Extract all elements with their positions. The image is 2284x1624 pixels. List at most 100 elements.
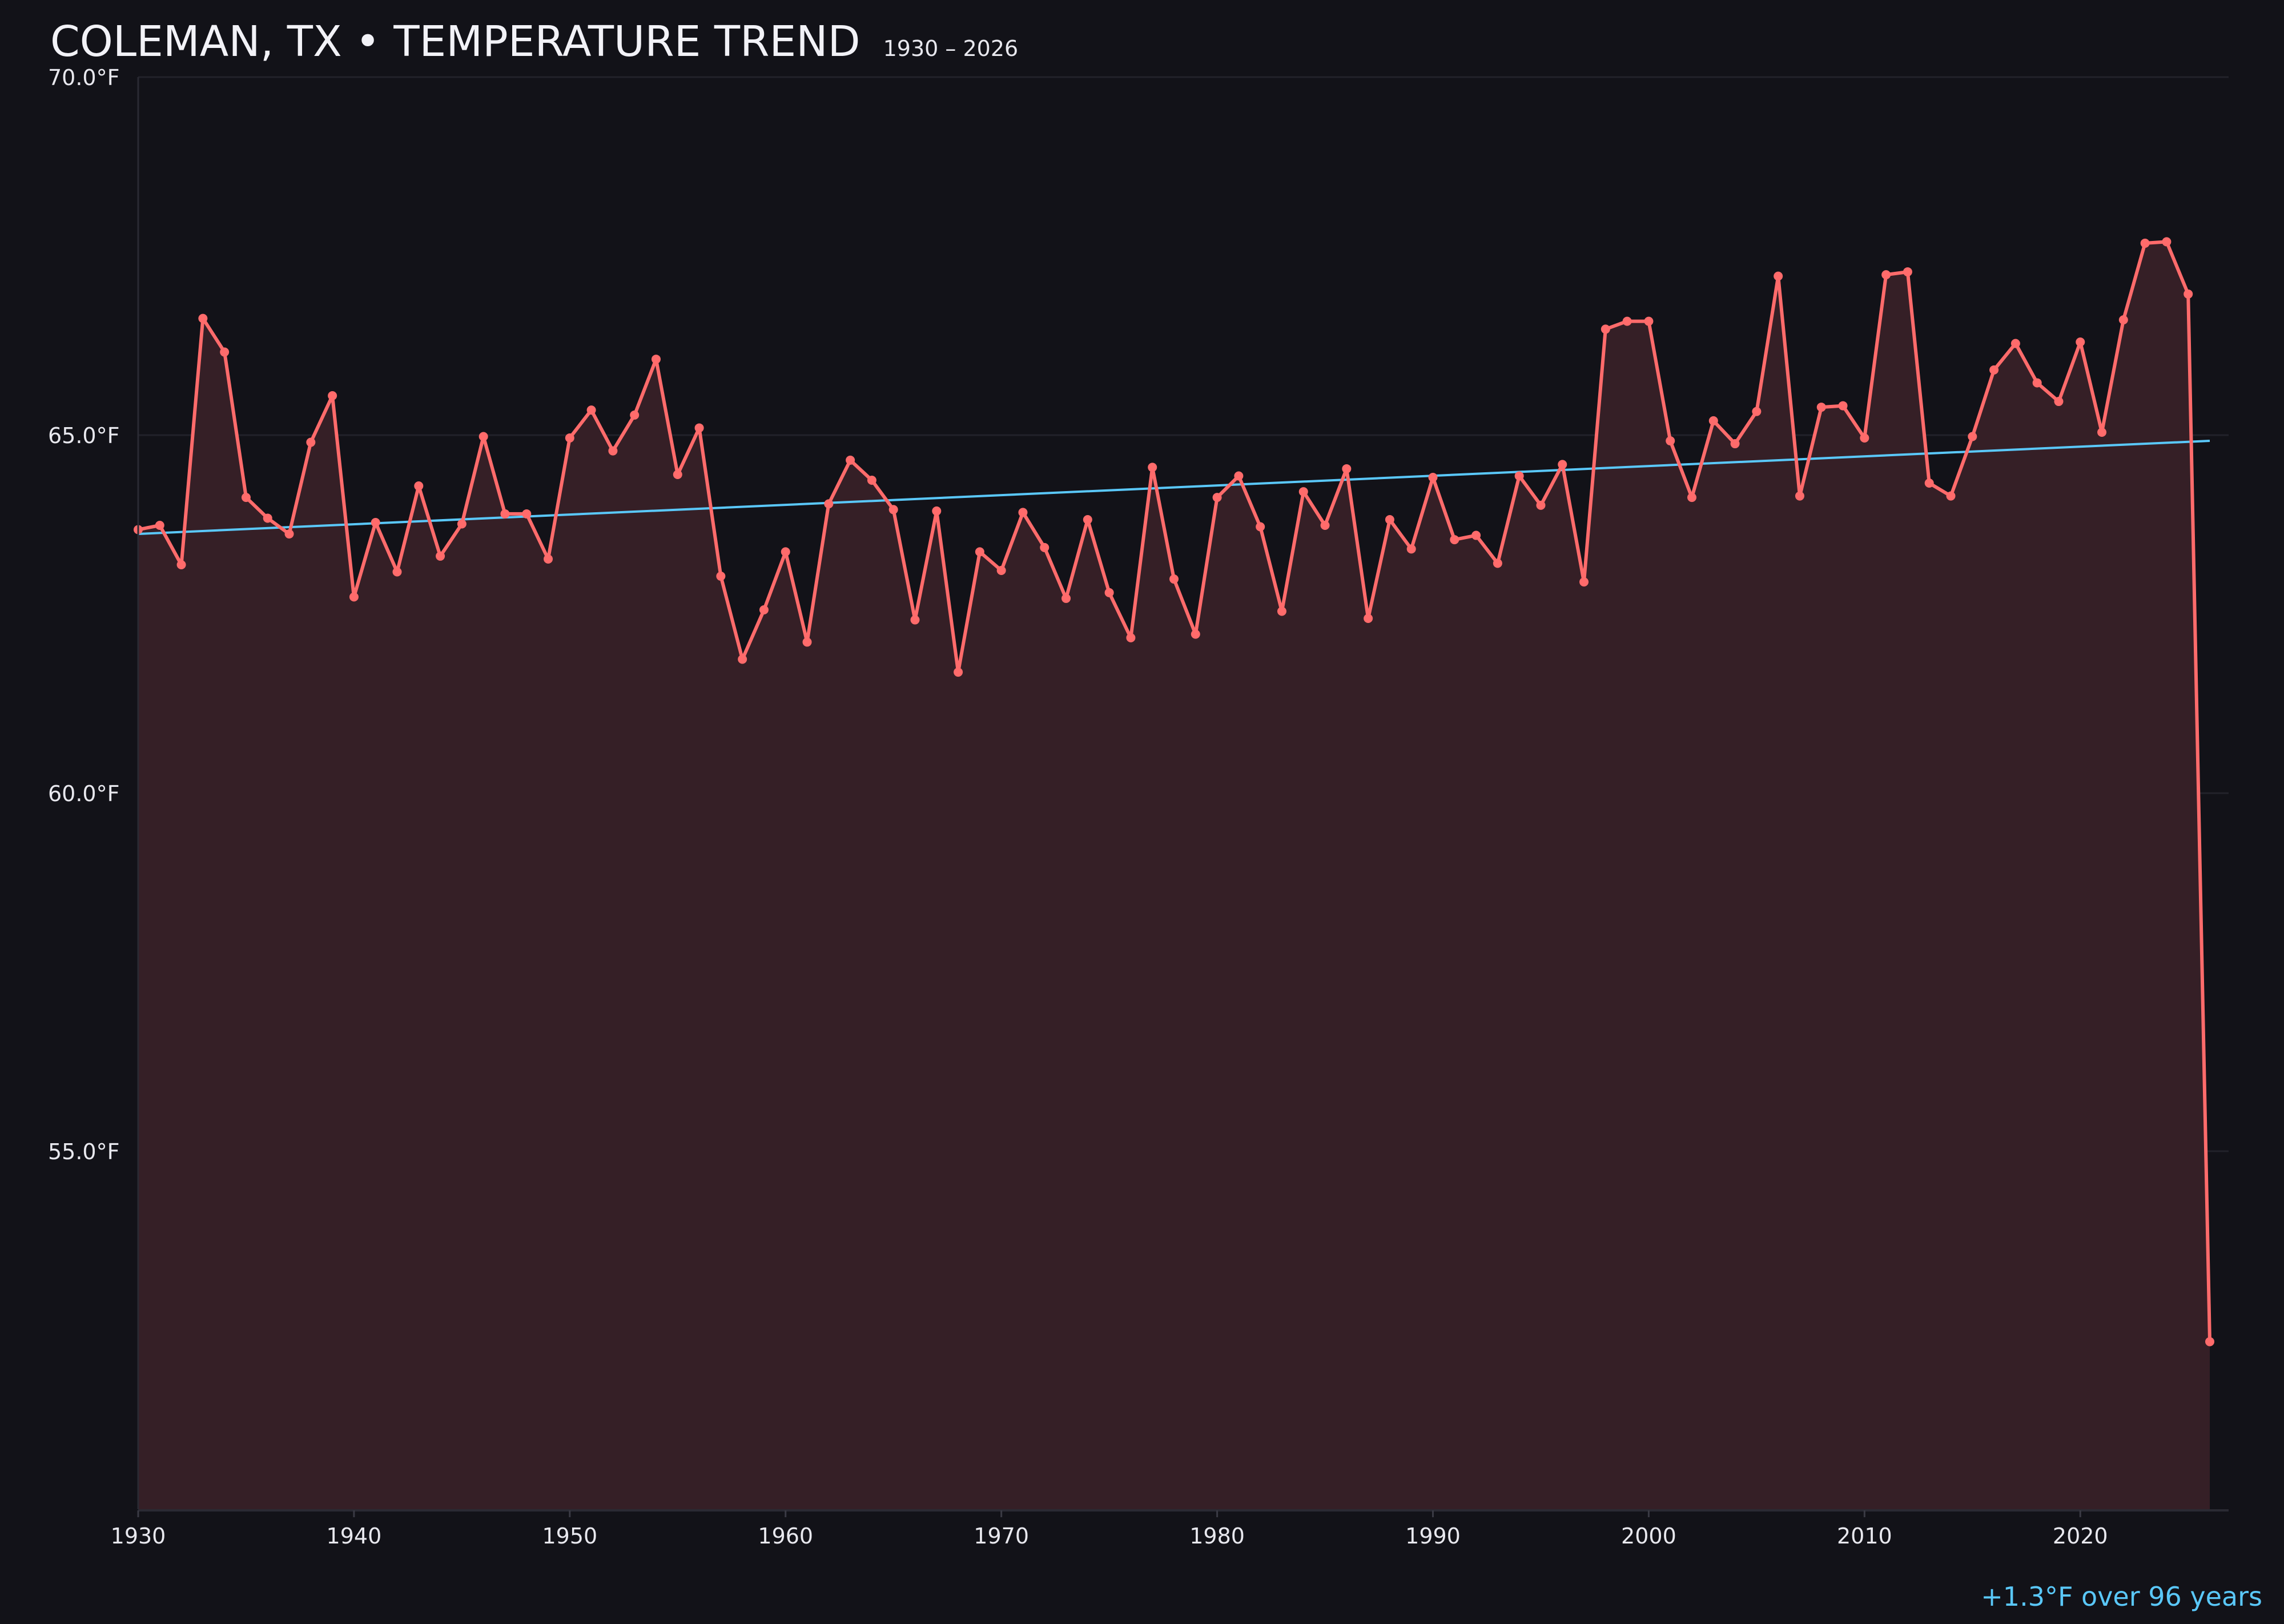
data-point [1924,479,1934,488]
data-point [328,391,337,401]
data-point [1816,403,1826,412]
data-point [1256,522,1265,532]
data-point [1364,614,1373,624]
data-point [1471,530,1481,540]
data-point [932,506,942,516]
data-point [1104,588,1114,597]
data-point [284,529,294,539]
data-point [1622,316,1632,326]
data-point [1708,416,1718,425]
data-point [349,592,359,602]
x-tick-label: 2000 [1621,1523,1676,1549]
data-point [1989,365,1999,375]
data-point [1040,542,1049,552]
data-point [2118,315,2128,325]
data-point [522,509,532,518]
data-point [1946,491,1956,501]
data-point [1277,606,1286,616]
data-point [910,615,920,625]
data-point [155,521,164,530]
data-point [241,493,251,503]
data-point [1191,629,1200,639]
data-point [544,554,553,564]
data-point [1212,493,1222,503]
data-point [1558,460,1567,469]
data-point [1385,514,1394,524]
data-point [565,433,574,443]
data-point [1644,316,1654,326]
data-point [457,519,467,529]
x-tick-label: 1970 [974,1523,1029,1549]
trend-annotation: +1.3°F over 96 years [1981,1581,2262,1612]
data-point [781,547,790,557]
data-point [759,605,769,614]
chart-subtitle: 1930 – 2026 [883,36,1019,61]
y-tick-label: 65.0°F [48,423,119,448]
data-point [954,668,963,677]
data-point [1881,270,1891,280]
data-point [2010,339,2020,348]
data-point [1774,271,1783,281]
data-point [1493,558,1502,568]
data-point [1903,267,1912,277]
data-point [2032,378,2042,388]
data-point [392,567,402,577]
x-tick-label: 2020 [2053,1523,2108,1549]
y-tick-label: 70.0°F [48,65,119,90]
data-point [2162,237,2172,247]
data-point [1968,432,1977,441]
data-point [220,347,230,357]
data-point [1666,436,1675,446]
chart-title: COLEMAN, TX • TEMPERATURE TREND [50,17,860,66]
data-point [176,560,186,569]
data-point [436,551,445,561]
data-point [867,476,876,485]
y-tick-label: 60.0°F [48,781,119,806]
x-tick-label: 1990 [1405,1523,1461,1549]
data-point [2076,337,2085,347]
data-point [1342,464,1352,473]
data-point [1061,593,1071,603]
area-fill [138,242,2210,1510]
x-tick-label: 1930 [111,1523,166,1549]
data-point [1148,463,1157,472]
data-point [1083,514,1092,524]
data-point [1601,324,1610,334]
data-point [1838,401,1848,411]
data-point [738,654,747,664]
trend-line [138,440,2210,536]
data-point [306,437,316,447]
data-point [846,455,855,465]
y-tick-label: 55.0°F [48,1139,119,1164]
data-point [2097,427,2107,437]
data-point [2205,1337,2214,1346]
data-point [586,405,596,415]
data-point [1514,471,1524,481]
data-point [1730,439,1740,449]
x-tick-label: 1940 [327,1523,382,1549]
data-point [673,469,682,479]
data-point [1752,407,1762,416]
data-point [371,517,380,527]
data-point [1234,471,1244,481]
data-point [263,513,272,523]
data-point [1169,574,1179,584]
data-point [652,355,661,364]
data-point [802,637,812,647]
data-point [198,313,208,323]
data-point [1795,491,1804,501]
data-point [2140,238,2150,248]
data-point [414,481,424,491]
x-tick-label: 2010 [1837,1523,1892,1549]
data-point [630,410,640,420]
data-point [1298,487,1308,497]
data-point [2184,289,2193,299]
data-point [1126,633,1136,642]
data-point [716,572,726,581]
data-point [1536,500,1546,510]
data-point [1406,544,1416,554]
data-point [608,446,618,456]
data-point [975,547,984,557]
data-point [1860,433,1869,443]
